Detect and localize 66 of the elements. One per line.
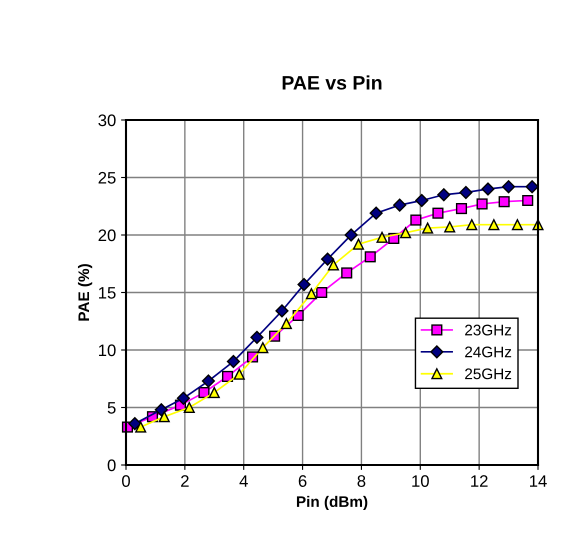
point (410, 214, 422, 226)
x-tick-label: 14 (530, 475, 547, 487)
point (459, 186, 472, 200)
point (352, 238, 364, 250)
point (476, 198, 488, 210)
point (280, 318, 292, 330)
point (400, 227, 412, 238)
y-tick-label: 20 (98, 229, 116, 242)
y-tick-label: 25 (98, 172, 116, 184)
point (275, 304, 289, 318)
point (202, 374, 215, 388)
point (488, 219, 500, 230)
point (321, 252, 334, 266)
x-axis-title: Pin (dBm) (296, 496, 368, 510)
point (128, 417, 142, 430)
point (437, 188, 450, 202)
chart-title: PAE vs Pin (282, 75, 382, 90)
point (376, 232, 388, 243)
point (135, 421, 146, 433)
point (415, 194, 428, 208)
x-tick-label: 6 (298, 475, 306, 487)
point (306, 288, 317, 300)
point (222, 370, 234, 382)
point (316, 286, 328, 298)
y-tick-label: 30 (98, 114, 116, 126)
point (456, 202, 468, 214)
point (257, 342, 268, 354)
point (370, 206, 383, 220)
point (176, 392, 190, 405)
y-tick-label: 5 (108, 402, 116, 414)
point (250, 330, 264, 344)
point (502, 180, 516, 194)
point (328, 259, 340, 270)
point (226, 354, 240, 368)
point (158, 411, 170, 422)
point (208, 386, 220, 398)
point (364, 251, 376, 262)
point (498, 196, 510, 208)
point (444, 221, 456, 233)
x-tick-label: 10 (412, 475, 429, 487)
y-tick-label: 10 (99, 344, 116, 356)
point (393, 198, 406, 212)
x-tick-label: 0 (122, 475, 130, 487)
point (344, 228, 358, 242)
point (481, 182, 495, 196)
point (432, 208, 444, 219)
x-tick-label: 2 (181, 475, 189, 487)
y-tick-label: 15 (99, 287, 116, 299)
point (422, 222, 434, 234)
point (526, 180, 539, 194)
legend-label: 23GHz (465, 324, 512, 336)
y-axis-title: PAE (%) (78, 264, 92, 321)
point (341, 267, 352, 279)
point (512, 219, 523, 230)
point (466, 219, 478, 230)
point (234, 368, 245, 380)
legend-label: 24GHz (465, 346, 512, 358)
x-tick-label: 12 (471, 475, 488, 487)
point (154, 403, 168, 416)
legend-label: 25GHz (465, 368, 512, 380)
y-tick-label: 0 (108, 459, 116, 472)
x-tick-label: 8 (358, 475, 366, 487)
x-tick-label: 4 (239, 475, 248, 487)
point (522, 194, 534, 206)
point (184, 402, 195, 414)
point (297, 278, 311, 292)
